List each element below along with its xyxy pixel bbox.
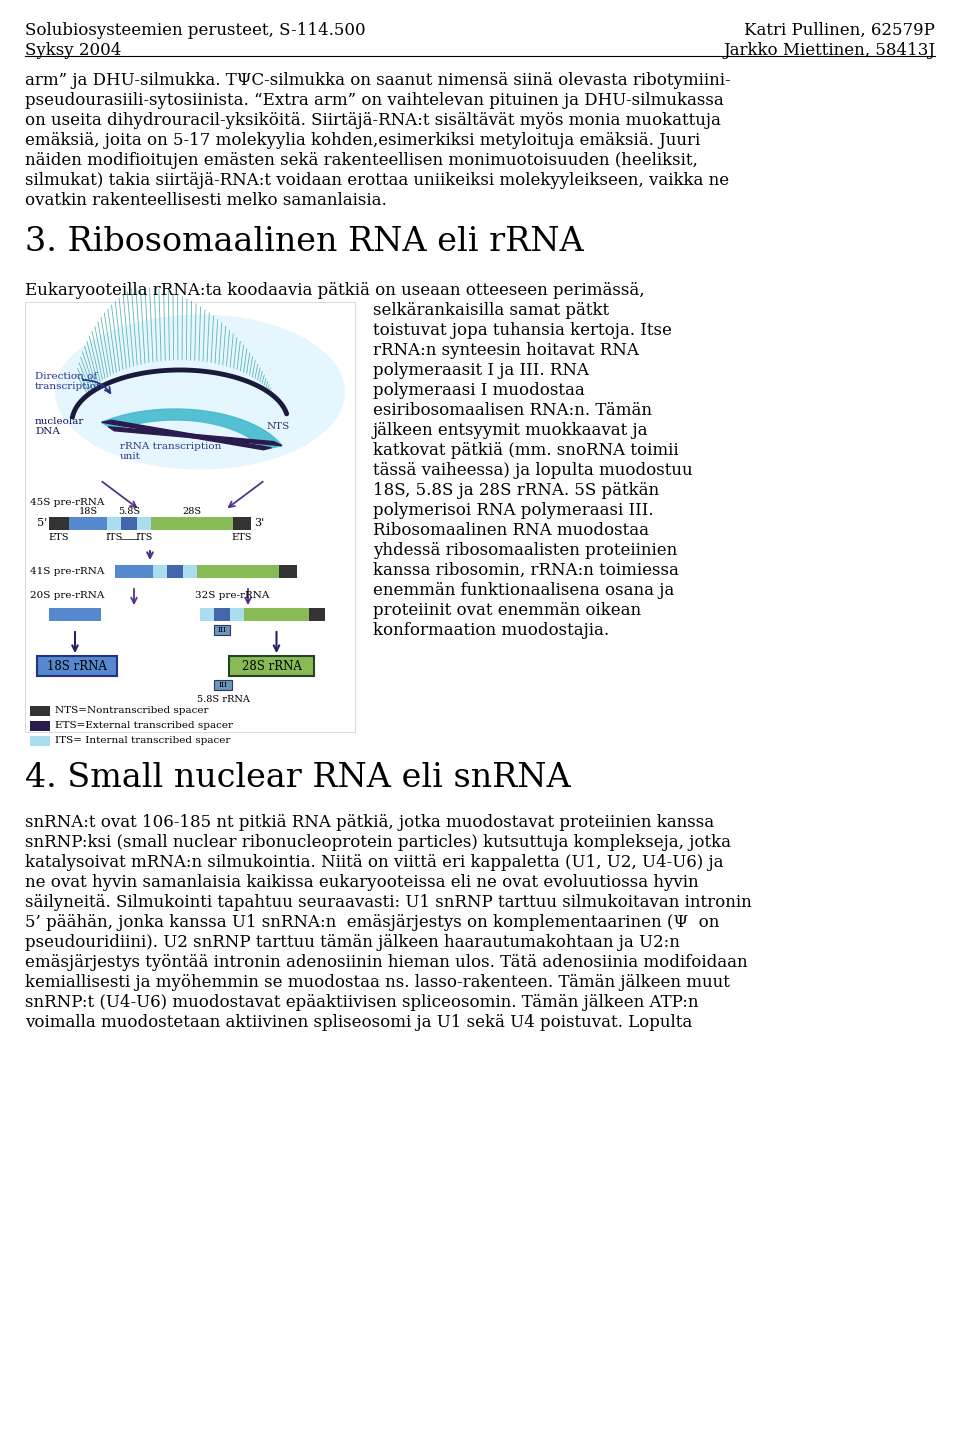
Bar — [115, 564, 153, 577]
Text: polymeraasit I ja III. RNA: polymeraasit I ja III. RNA — [373, 361, 589, 379]
Bar — [233, 517, 251, 530]
Text: proteiinit ovat enemmän oikean: proteiinit ovat enemmän oikean — [373, 602, 641, 619]
Bar — [214, 625, 230, 635]
Text: snRNP:t (U4-U6) muodostavat epäaktiivisen spliceosomin. Tämän jälkeen ATP:n: snRNP:t (U4-U6) muodostavat epäaktiivise… — [25, 994, 699, 1011]
Text: tässä vaiheessa) ja lopulta muodostuu: tässä vaiheessa) ja lopulta muodostuu — [373, 462, 692, 480]
Text: Syksy 2004: Syksy 2004 — [25, 42, 121, 59]
Text: 3': 3' — [254, 518, 264, 528]
Text: pseudouridiini). U2 snRNP tarttuu tämän jälkeen haarautumakohtaan ja U2:n: pseudouridiini). U2 snRNP tarttuu tämän … — [25, 935, 680, 950]
Text: snRNA:t ovat 106-185 nt pitkiä RNA pätkiä, jotka muodostavat proteiinien kanssa: snRNA:t ovat 106-185 nt pitkiä RNA pätki… — [25, 814, 714, 831]
Text: snRNP:ksi (small nuclear ribonucleoprotein particles) kutsuttuja komplekseja, jo: snRNP:ksi (small nuclear ribonucleoprote… — [25, 834, 731, 851]
Text: 18S: 18S — [79, 507, 98, 516]
Text: 5.8S: 5.8S — [118, 507, 140, 516]
Text: Solubiosysteemien perusteet, S-114.500: Solubiosysteemien perusteet, S-114.500 — [25, 22, 366, 39]
Text: konformaation muodostajia.: konformaation muodostajia. — [373, 622, 610, 639]
Text: 4. Small nuclear RNA eli snRNA: 4. Small nuclear RNA eli snRNA — [25, 762, 571, 793]
Text: III: III — [218, 626, 227, 634]
Text: emäksiä, joita on 5-17 molekyylia kohden,esimerkiksi metyloituja emäksiä. Juuri: emäksiä, joita on 5-17 molekyylia kohden… — [25, 132, 700, 148]
Bar — [279, 564, 297, 577]
Text: Katri Pullinen, 62579P: Katri Pullinen, 62579P — [744, 22, 935, 39]
Text: NTS: NTS — [267, 422, 290, 431]
Bar — [25, 302, 355, 732]
Text: selkärankaisilla samat pätkt: selkärankaisilla samat pätkt — [373, 302, 610, 320]
Polygon shape — [108, 426, 282, 445]
Bar — [214, 680, 232, 690]
Text: on useita dihydrouracil-yksiköitä. Siirtäjä-RNA:t sisältävät myös monia muokattu: on useita dihydrouracil-yksiköitä. Siirt… — [25, 112, 721, 130]
Bar — [37, 657, 117, 675]
Text: ITS= Internal transcribed spacer: ITS= Internal transcribed spacer — [55, 736, 230, 744]
Text: 18S rRNA: 18S rRNA — [47, 660, 107, 672]
Text: yhdessä ribosomaalisten proteiinien: yhdessä ribosomaalisten proteiinien — [373, 541, 677, 559]
Text: rRNA:n synteesin hoitavat RNA: rRNA:n synteesin hoitavat RNA — [373, 341, 638, 359]
Text: Ribosomaalinen RNA muodostaa: Ribosomaalinen RNA muodostaa — [373, 521, 649, 539]
Bar — [244, 608, 309, 621]
Bar — [151, 517, 233, 530]
Text: ITS: ITS — [106, 533, 123, 541]
Text: nucleolar
DNA: nucleolar DNA — [35, 418, 84, 436]
Text: 41S pre-rRNA: 41S pre-rRNA — [30, 566, 105, 576]
Text: katkovat pätkiä (mm. snoRNA toimii: katkovat pätkiä (mm. snoRNA toimii — [373, 442, 679, 459]
Polygon shape — [102, 409, 282, 449]
Bar — [197, 564, 279, 577]
Text: kanssa ribosomin, rRNA:n toimiessa: kanssa ribosomin, rRNA:n toimiessa — [373, 562, 679, 579]
Text: ITS: ITS — [135, 533, 153, 541]
Text: ovatkin rakenteellisesti melko samanlaisia.: ovatkin rakenteellisesti melko samanlais… — [25, 192, 387, 209]
Bar — [49, 608, 101, 621]
Text: Eukaryooteilla rRNA:ta koodaavia pätkiä on useaan otteeseen perimässä,: Eukaryooteilla rRNA:ta koodaavia pätkiä … — [25, 282, 644, 300]
Text: 5.8S rRNA: 5.8S rRNA — [197, 696, 250, 704]
Text: 3. Ribosomaalinen RNA eli rRNA: 3. Ribosomaalinen RNA eli rRNA — [25, 226, 584, 258]
Bar — [107, 517, 121, 530]
Polygon shape — [102, 420, 272, 449]
Text: toistuvat jopa tuhansia kertoja. Itse: toistuvat jopa tuhansia kertoja. Itse — [373, 323, 672, 338]
Text: ETS: ETS — [49, 533, 69, 541]
Text: säilyneitä. Silmukointi tapahtuu seuraavasti: U1 snRNP tarttuu silmukoitavan int: säilyneitä. Silmukointi tapahtuu seuraav… — [25, 894, 752, 912]
Bar — [30, 721, 50, 732]
Text: esiribosomaalisen RNA:n. Tämän: esiribosomaalisen RNA:n. Tämän — [373, 402, 652, 419]
Text: enemmän funktionaalisena osana ja: enemmän funktionaalisena osana ja — [373, 582, 674, 599]
Text: 20S pre-rRNA: 20S pre-rRNA — [30, 590, 105, 600]
Text: 28S: 28S — [182, 507, 202, 516]
Text: rRNA transcription
unit: rRNA transcription unit — [120, 442, 222, 461]
Text: arm” ja DHU-silmukka. TΨC-silmukka on saanut nimensä siinä olevasta ribotymiini-: arm” ja DHU-silmukka. TΨC-silmukka on sa… — [25, 72, 731, 89]
Text: näiden modifioitujen emästen sekä rakenteellisen monimuotoisuuden (heeliksit,: näiden modifioitujen emästen sekä rakent… — [25, 153, 698, 168]
Text: 5’ päähän, jonka kanssa U1 snRNA:n  emäsjärjestys on komplementaarinen (Ψ  on: 5’ päähän, jonka kanssa U1 snRNA:n emäsj… — [25, 914, 719, 932]
Text: katalysoivat mRNA:n silmukointia. Niitä on viittä eri kappaletta (U1, U2, U4-U6): katalysoivat mRNA:n silmukointia. Niitä … — [25, 854, 724, 871]
Ellipse shape — [55, 314, 345, 469]
Bar — [30, 706, 50, 716]
Text: Jarkko Miettinen, 58413J: Jarkko Miettinen, 58413J — [723, 42, 935, 59]
Bar — [69, 517, 107, 530]
Bar — [30, 736, 50, 746]
Bar — [49, 517, 69, 530]
Text: NTS=Nontranscribed spacer: NTS=Nontranscribed spacer — [55, 706, 208, 716]
Bar — [200, 608, 214, 621]
Bar — [137, 517, 151, 530]
Text: emäsjärjestys työntää intronin adenosiinin hieman ulos. Tätä adenosiinia modifoi: emäsjärjestys työntää intronin adenosiin… — [25, 953, 748, 971]
Text: polymerisoi RNA polymeraasi III.: polymerisoi RNA polymeraasi III. — [373, 503, 654, 518]
Text: polymeraasi I muodostaa: polymeraasi I muodostaa — [373, 382, 585, 399]
Text: III: III — [219, 681, 228, 688]
Text: Direction of
transcription: Direction of transcription — [35, 372, 104, 392]
Bar — [153, 564, 167, 577]
Bar — [309, 608, 325, 621]
Text: 18S, 5.8S ja 28S rRNA. 5S pätkän: 18S, 5.8S ja 28S rRNA. 5S pätkän — [373, 482, 660, 500]
Text: ETS: ETS — [231, 533, 252, 541]
Text: ne ovat hyvin samanlaisia kaikissa eukaryooteissa eli ne ovat evoluutiossa hyvin: ne ovat hyvin samanlaisia kaikissa eukar… — [25, 874, 699, 891]
Bar — [167, 564, 183, 577]
Text: 45S pre-rRNA: 45S pre-rRNA — [30, 498, 105, 507]
Text: kemiallisesti ja myöhemmin se muodostaa ns. lasso-rakenteen. Tämän jälkeen muut: kemiallisesti ja myöhemmin se muodostaa … — [25, 973, 730, 991]
Text: pseudourasiili-sytosiinista. “Extra arm” on vaihtelevan pituinen ja DHU-silmukas: pseudourasiili-sytosiinista. “Extra arm”… — [25, 92, 724, 109]
Bar — [229, 657, 314, 675]
Text: 32S pre-rRNA: 32S pre-rRNA — [195, 590, 270, 600]
Bar — [121, 517, 137, 530]
Text: jälkeen entsyymit muokkaavat ja: jälkeen entsyymit muokkaavat ja — [373, 422, 649, 439]
Text: 5': 5' — [37, 518, 47, 528]
Text: 28S rRNA: 28S rRNA — [242, 660, 301, 672]
Text: silmukat) takia siirtäjä-RNA:t voidaan erottaa uniikeiksi molekyyleikseen, vaikk: silmukat) takia siirtäjä-RNA:t voidaan e… — [25, 171, 730, 189]
Text: ETS=External transcribed spacer: ETS=External transcribed spacer — [55, 721, 233, 730]
Bar — [214, 608, 230, 621]
Text: voimalla muodostetaan aktiivinen spliseosomi ja U1 sekä U4 poistuvat. Lopulta: voimalla muodostetaan aktiivinen spliseo… — [25, 1014, 692, 1031]
Bar — [183, 564, 197, 577]
Bar — [230, 608, 244, 621]
